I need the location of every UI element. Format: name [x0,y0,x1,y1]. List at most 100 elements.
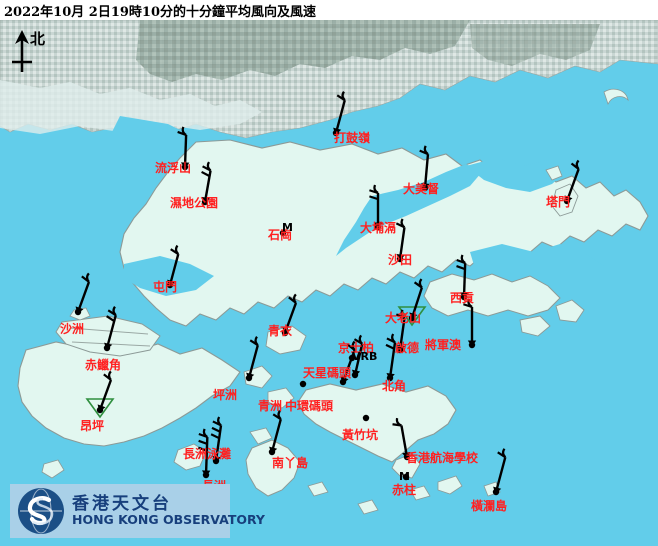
wind-barb-tail [418,278,423,289]
wind-barb-arrowhead [340,376,349,384]
wind-station-marker [201,161,212,206]
station-label: 坪洲 [213,388,238,402]
wind-barb-tail [575,159,580,170]
wind-barb-arrowhead [386,372,395,380]
wind-barb-arrowhead [564,195,573,203]
wind-barb-feather [201,170,211,178]
wind-station-marker [177,126,190,171]
wind-barb-shaft [400,425,409,458]
wind-barb-arrowhead [180,162,190,169]
station-label: 橫瀾島 [471,499,508,513]
station-label: 大埔滆 [360,221,397,235]
hko-logo-icon [18,488,64,534]
wind-barb-feather [106,315,115,322]
hko-logo-chinese: 香港天文台 [72,494,172,514]
wind-station-marker [299,380,307,388]
station-label: 中環碼頭 [285,399,334,413]
wind-barb-shaft [494,456,507,493]
wind-barb-arrowhead [467,340,477,347]
mainland-coast-patch [0,80,262,134]
wind-barb-tail [391,333,396,344]
wind-barb-tail [206,161,212,172]
wind-barb-tail [341,90,346,101]
wind-barb-tail [423,145,429,156]
wind-barb-arrowhead [373,222,383,229]
station-label: 赤鱲角 [85,358,122,372]
wind-station-marker [268,409,282,456]
wind-barb-arrowhead [333,127,342,135]
station-label: 青洲 [258,399,283,413]
wind-barb-arrowhead [421,183,430,190]
wind-barb-feather [211,426,221,433]
tolo-channel [466,158,566,192]
wind-barb-tail [400,309,406,320]
wind-barb-feather [385,343,395,350]
wind-barb-feather [210,433,220,440]
mainland-hills-2 [470,24,600,66]
wind-barb-shaft [76,281,91,313]
wind-barb-feather [456,265,466,271]
wind-barb-tail [292,293,297,304]
wind-station-marker [332,90,346,137]
small-islet-ne [545,165,563,181]
wind-station-marker [492,448,507,496]
wind-barb-shaft [353,343,364,376]
wind-station-marker [456,254,469,301]
hei-ling-chau [267,387,295,409]
mainland-hills [136,20,470,82]
wind-barb-layer [74,90,580,496]
wind-station-marker [397,278,427,327]
station-label: 啟德 [395,341,420,355]
wind-station-marker [74,272,91,316]
wind-barb-arrowhead [97,404,106,412]
title-bar: 2022年10月 2日19時10分的十分鐘平均風向及風速 [0,0,658,20]
wind-barb-shaft [247,344,259,379]
station-label: 大美督 [403,182,440,196]
wind-barb-shaft [98,379,113,411]
station-label: 沙洲 [60,322,85,336]
wind-station-marker [563,159,580,205]
wind-barb-arrowhead [282,327,291,335]
page-title: 2022年10月 2日19時10分的十分鐘平均風向及風速 [4,5,317,20]
wind-station-marker [103,305,117,352]
west-bay-inlet [124,256,214,296]
wind-barb-shaft [270,418,282,453]
north-arrow: 北 [6,28,76,78]
station-label: 香港航海學校 [406,451,479,465]
airport-runway-1 [69,327,149,335]
station-dot [299,380,307,388]
wind-station-marker [385,333,397,382]
station-label: 西貢 [450,291,475,305]
station-label: 流浮山 [155,161,192,175]
wind-barb-arrowhead [212,455,221,463]
wind-barb-arrowhead [351,369,361,377]
wind-barb-arrowhead [396,253,405,261]
station-label: 石崗 [268,228,293,242]
north-arrow-label: 北 [30,30,46,48]
calm-wind-label: M [282,221,293,234]
wind-barb-feather [198,439,208,445]
wind-barb-shaft [183,134,188,168]
crescent-islet [603,88,629,106]
wind-barb-feather [369,195,379,201]
station-label: 長洲泳灘 [183,447,232,461]
wind-station-marker [210,416,223,465]
station-dot [362,414,370,422]
station-label: 屯門 [153,280,178,294]
wind-barb-arrowhead [201,470,211,477]
wind-station-marker [395,309,406,354]
wind-station-marker [419,145,430,192]
station-label: 打鼓嶺 [334,131,371,145]
wind-station-marker [395,218,406,263]
wind-station-marker [351,334,364,379]
south-islet-c [307,481,329,497]
wind-barb-shaft [283,302,298,334]
wind-barb-arrowhead [493,486,502,494]
lamma-island [245,439,301,497]
hong-kong-island [297,383,457,463]
wind-barb-arrowhead [201,196,210,204]
stanley-peninsula [391,453,421,479]
wind-barb-shaft [565,168,580,202]
station-label: 北角 [382,379,407,393]
